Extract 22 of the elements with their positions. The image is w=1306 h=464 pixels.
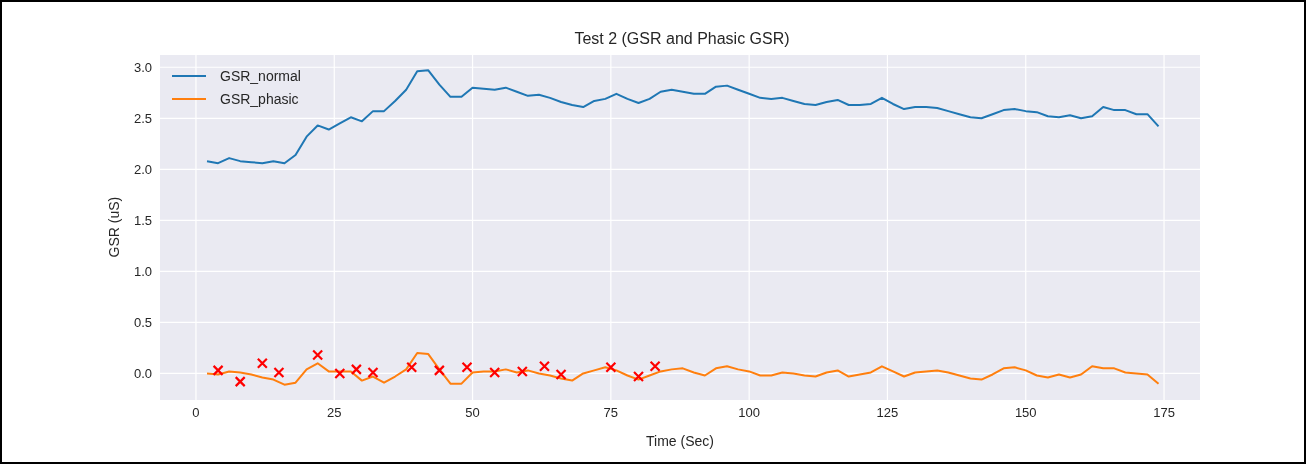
x-tick-label: 150 (1014, 405, 1037, 421)
y-tick-label: 3.0 (133, 59, 152, 75)
x-axis-title: Time (Sec) (646, 433, 714, 449)
legend-label: GSR_phasic (220, 90, 299, 107)
line-series (206, 352, 1160, 386)
x-tick-label: 25 (327, 405, 342, 421)
y-axis-title: GSR (uS) (105, 196, 122, 258)
y-tick-label: 2.0 (133, 161, 152, 177)
x-tick-label: 175 (1153, 405, 1175, 421)
chart-title: Test 2 (GSR and Phasic GSR) (573, 30, 791, 48)
y-tick-label: 0.0 (133, 366, 152, 382)
y-tick-label: 2.5 (133, 110, 152, 126)
y-tick-label: 1.5 (133, 212, 152, 228)
line-series (206, 69, 1160, 165)
x-tick-label: 125 (876, 405, 899, 421)
x-tick-label: 50 (465, 405, 480, 421)
x-tick-label: 100 (738, 405, 760, 421)
x-tick-label: 75 (603, 405, 619, 421)
y-tick-label: 0.5 (133, 315, 152, 331)
y-tick-label: 1.0 (133, 264, 152, 280)
x-tick-label: 0 (192, 405, 200, 421)
legend-label: GSR_normal (220, 67, 301, 84)
